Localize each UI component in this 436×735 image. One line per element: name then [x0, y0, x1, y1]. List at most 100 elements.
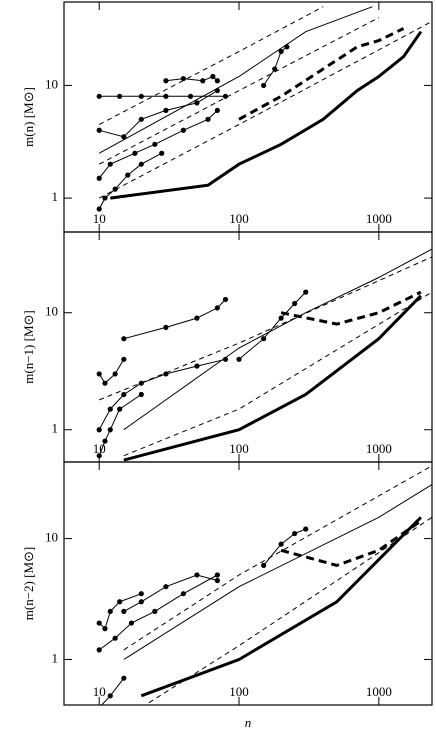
- y-axis-label: m(n) [M⊙]: [21, 87, 36, 147]
- point: [96, 127, 102, 133]
- point: [278, 541, 284, 547]
- point: [117, 93, 123, 99]
- track: [100, 677, 125, 705]
- point: [152, 141, 158, 147]
- point: [96, 206, 102, 212]
- track: [123, 299, 226, 340]
- point: [75, 712, 80, 717]
- y-axis-label: m(n−2) [M⊙]: [21, 547, 36, 620]
- x-axis-label: n: [245, 715, 252, 730]
- y-axis-label: m(n−1) [M⊙]: [21, 310, 36, 383]
- x-tick-label: 10: [93, 211, 106, 226]
- point: [303, 526, 309, 532]
- track: [99, 90, 218, 138]
- point: [138, 380, 144, 386]
- series-line: [110, 30, 423, 200]
- point: [138, 161, 144, 167]
- point: [261, 562, 267, 568]
- point: [96, 175, 102, 181]
- y-tick-label: 10: [45, 76, 58, 91]
- point: [194, 100, 200, 106]
- point: [163, 584, 169, 590]
- point: [222, 93, 229, 99]
- y-tick-label: 1: [52, 650, 59, 665]
- point: [278, 48, 284, 55]
- x-tick-label: 100: [229, 684, 249, 699]
- point: [102, 625, 108, 632]
- panel: [75, 465, 432, 717]
- point: [163, 78, 169, 84]
- point: [121, 675, 127, 681]
- point: [138, 591, 144, 597]
- track: [165, 75, 218, 82]
- series-line: [98, 20, 432, 199]
- point: [163, 371, 169, 377]
- point: [107, 161, 113, 167]
- track: [263, 528, 306, 566]
- point: [261, 336, 267, 342]
- point: [272, 66, 278, 72]
- series-line: [238, 27, 405, 121]
- point: [214, 87, 220, 94]
- point: [278, 315, 284, 321]
- point: [96, 371, 102, 377]
- track: [263, 46, 288, 86]
- point: [138, 599, 144, 605]
- point: [303, 289, 309, 295]
- point: [210, 73, 216, 80]
- point: [292, 300, 298, 307]
- x-tick-label: 100: [229, 441, 249, 456]
- y-tick-label: 10: [45, 304, 58, 319]
- point: [107, 608, 113, 614]
- track: [98, 359, 125, 384]
- series-line: [98, 6, 373, 154]
- point: [107, 427, 113, 433]
- point: [112, 371, 118, 377]
- point: [205, 116, 211, 122]
- point: [102, 195, 108, 201]
- point: [222, 296, 229, 303]
- panel: [96, 248, 432, 462]
- point: [96, 93, 102, 99]
- x-tick-label: 1000: [366, 441, 392, 456]
- point: [121, 608, 127, 614]
- point: [117, 406, 123, 412]
- point: [132, 150, 138, 156]
- point: [214, 305, 220, 311]
- series-line: [123, 465, 432, 651]
- series-line: [280, 519, 422, 567]
- series-line: [123, 291, 432, 457]
- point: [102, 380, 108, 386]
- point: [112, 635, 118, 641]
- series-line: [144, 516, 432, 705]
- point: [96, 620, 102, 626]
- point: [152, 608, 158, 614]
- point: [180, 591, 186, 597]
- point: [98, 704, 100, 705]
- series-line: [123, 294, 422, 462]
- point: [214, 572, 220, 578]
- point: [187, 93, 194, 99]
- series-line: [280, 290, 422, 326]
- point: [194, 572, 200, 578]
- point: [261, 82, 267, 89]
- point: [194, 363, 200, 369]
- point: [222, 356, 229, 362]
- series-line: [123, 484, 432, 660]
- frame: [63, 461, 433, 706]
- point: [194, 315, 200, 321]
- series-line: [98, 17, 380, 165]
- point: [121, 391, 127, 398]
- point: [163, 93, 169, 99]
- point: [121, 336, 127, 342]
- point: [102, 438, 108, 444]
- series-line: [140, 516, 422, 698]
- point: [117, 599, 123, 605]
- point: [180, 75, 186, 82]
- point: [83, 712, 88, 717]
- y-tick-label: 1: [52, 421, 59, 436]
- point: [214, 78, 220, 84]
- x-tick-label: 1000: [366, 211, 392, 226]
- point: [284, 44, 290, 50]
